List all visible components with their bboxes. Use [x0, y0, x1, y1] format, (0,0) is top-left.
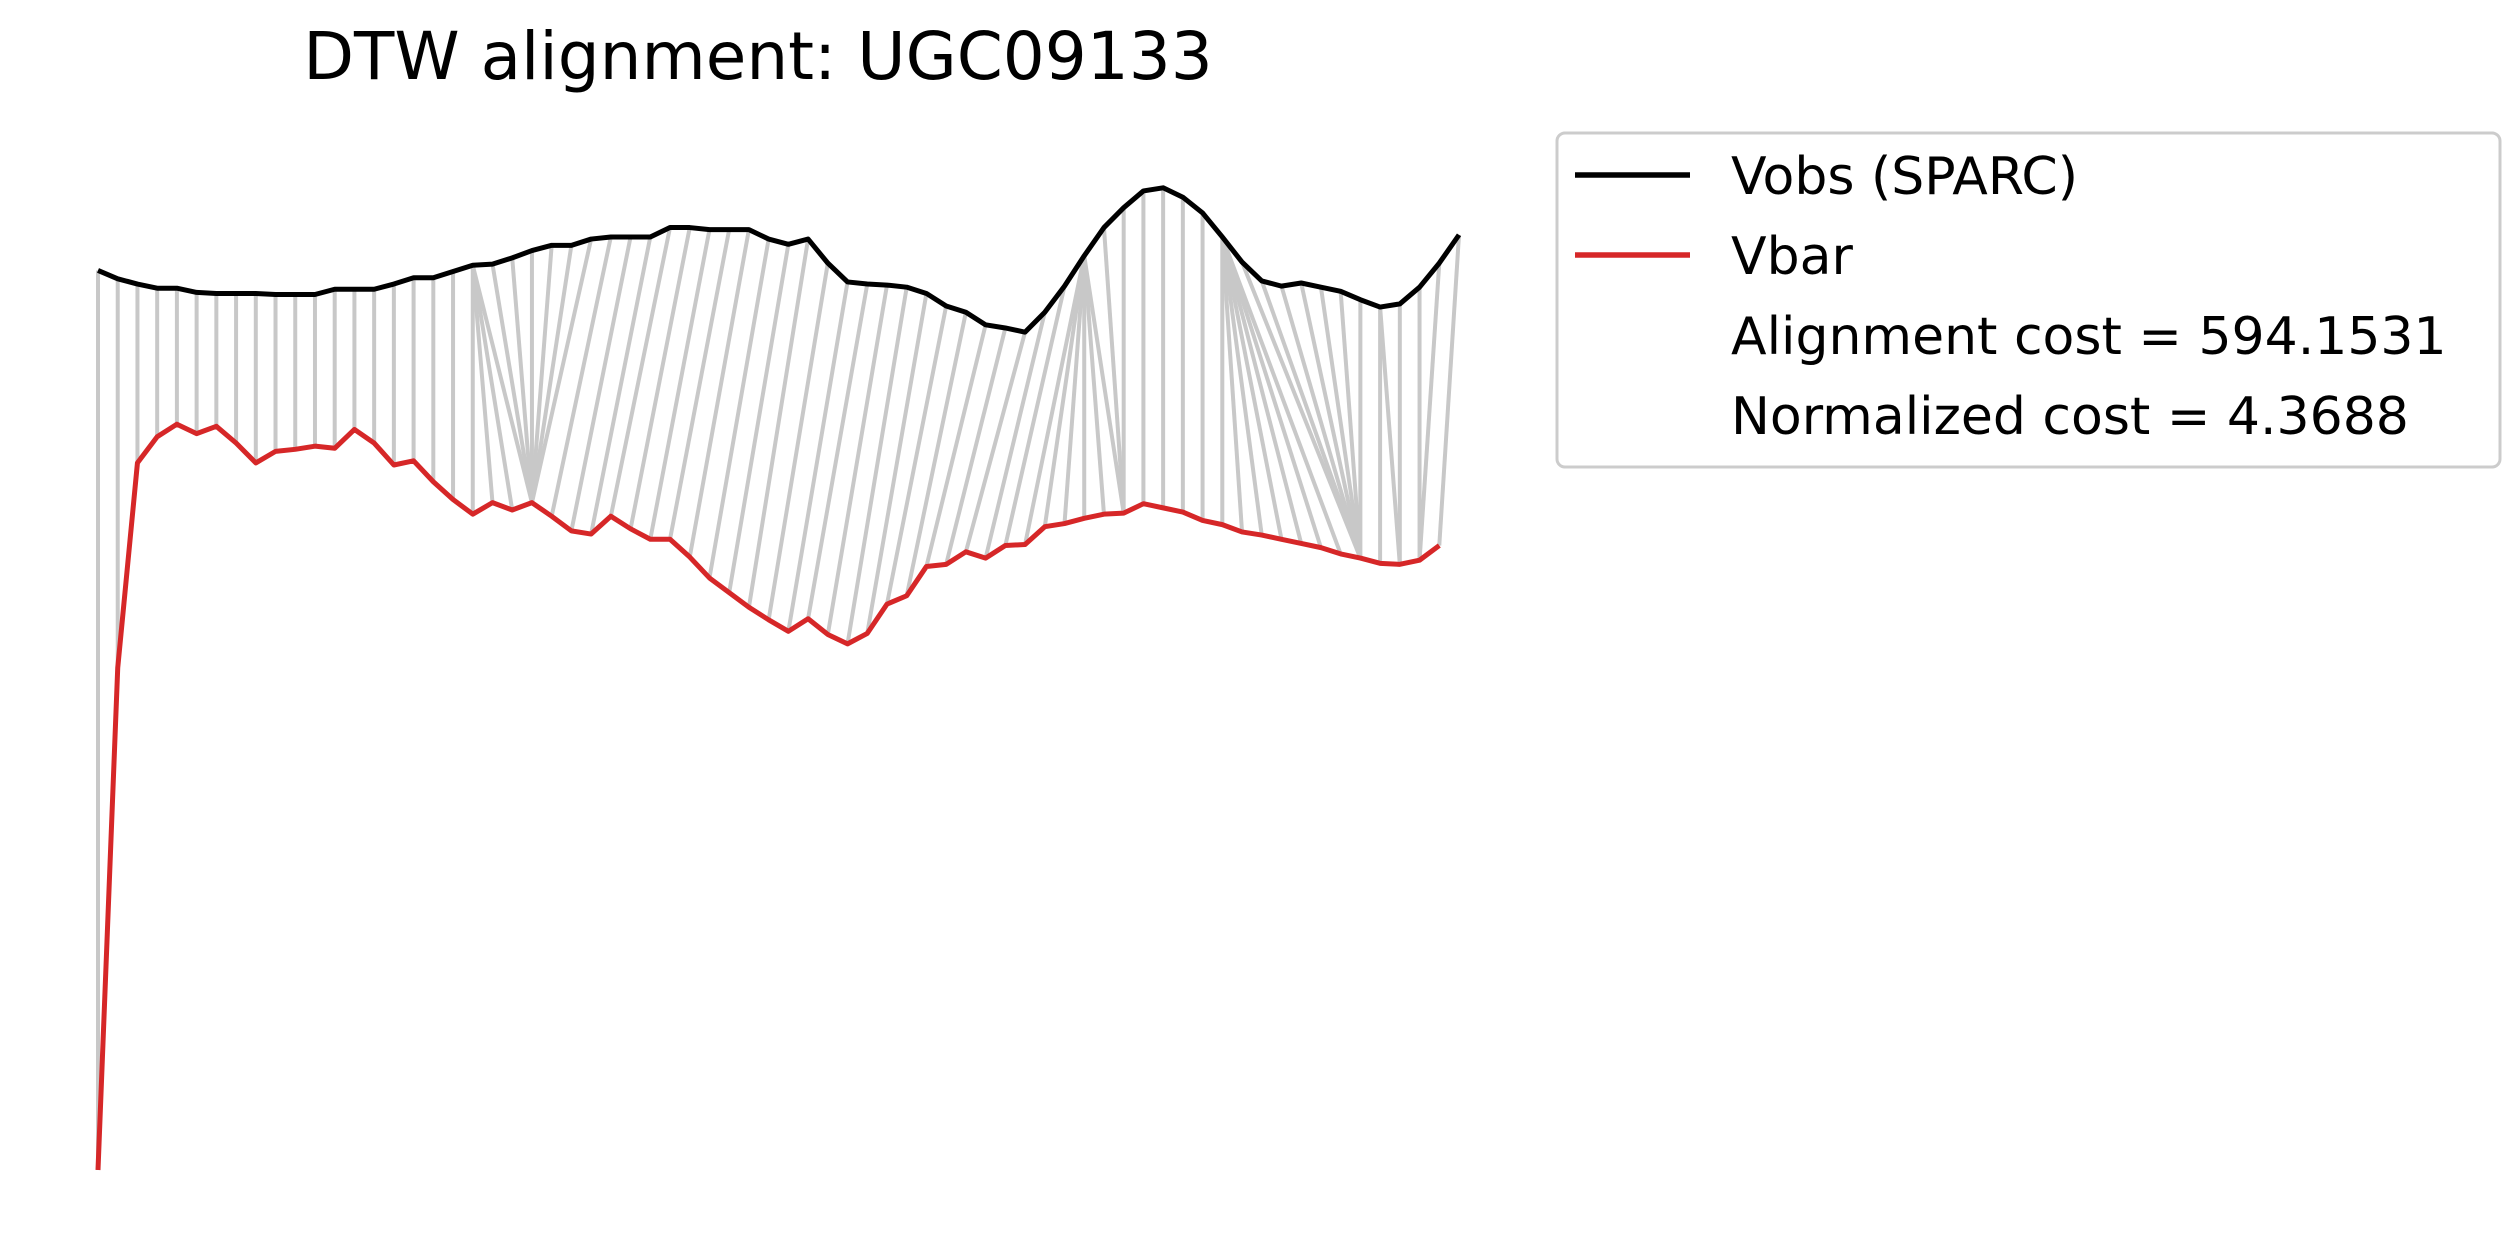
alignment-line-37 [707, 238, 771, 579]
alignment-line-55 [1062, 255, 1087, 524]
alignment-line-50 [963, 331, 1027, 553]
alignment-line-24 [510, 257, 534, 503]
alignment-line-69 [1220, 236, 1304, 544]
alignment-line-47 [904, 311, 968, 597]
alignment-line-70 [1220, 236, 1323, 549]
legend: Vobs (SPARC) Vbar Alignment cost = 594.1… [1555, 131, 2502, 469]
alignment-line-21 [470, 264, 515, 511]
alignment-line-72 [1240, 261, 1363, 559]
alignment-line-74 [1279, 285, 1363, 559]
alignment-line-43 [825, 284, 889, 635]
alignment-line-66 [1220, 236, 1245, 533]
alignment-line-51 [983, 311, 1047, 559]
alignment-line-38 [727, 243, 791, 593]
alignment-line-58 [1082, 255, 1126, 514]
alignment-line-52 [1003, 285, 1067, 546]
alignment-line-80 [1378, 306, 1402, 565]
alignment-line-27 [529, 245, 574, 503]
alignment-line-71 [1220, 236, 1343, 555]
alignment-line-30 [569, 236, 633, 532]
alignment-line-68 [1220, 236, 1284, 540]
alignment-lines [96, 187, 1461, 1170]
alignment-line-49 [944, 327, 1008, 565]
alignment-line-54 [1042, 255, 1087, 527]
legend-frame [1555, 131, 2502, 469]
alignment-line-33 [628, 227, 692, 530]
alignment-line-28 [529, 238, 594, 504]
legend-label-vbar: Vbar [1731, 227, 1853, 287]
alignment-line-44 [845, 286, 909, 645]
alignment-line-40 [766, 262, 830, 621]
vobs-series-line [97, 185, 1462, 335]
alignment-line-22 [470, 264, 534, 504]
vbar-series-line [95, 421, 1441, 1171]
alignment-line-83 [1417, 262, 1442, 561]
alignment-line-59 [1101, 227, 1126, 514]
alignment-line-67 [1220, 236, 1264, 536]
alignment-line-34 [648, 229, 712, 540]
alignment-line-57 [1082, 255, 1106, 515]
alignment-line-32 [608, 227, 672, 517]
alignment-line-45 [865, 293, 929, 634]
alignment-line-20 [470, 265, 495, 503]
legend-alignment-cost: Alignment cost = 594.1531 [1731, 307, 2447, 367]
alignment-line-48 [924, 324, 988, 567]
alignment-line-42 [806, 283, 870, 620]
alignment-line-76 [1318, 286, 1363, 559]
alignment-line-29 [549, 236, 613, 517]
alignment-line-36 [687, 229, 751, 558]
alignment-line-31 [589, 236, 653, 535]
alignment-line-39 [746, 238, 811, 608]
alignment-line-75 [1299, 282, 1363, 559]
alignment-line-73 [1259, 280, 1363, 559]
legend-normalized-cost: Normalized cost = 4.3688 [1731, 387, 2409, 447]
alignment-line-26 [529, 245, 554, 503]
alignment-line-23 [490, 263, 534, 503]
alignment-line-53 [1023, 255, 1087, 545]
series-lines [95, 185, 1462, 1171]
alignment-line-46 [885, 305, 949, 605]
chart-title: DTW alignment: UGC09133 [303, 18, 1213, 95]
alignment-line-77 [1338, 291, 1363, 559]
alignment-line-41 [786, 281, 850, 632]
alignment-line-35 [668, 229, 732, 540]
legend-label-vobs: Vobs (SPARC) [1731, 147, 2078, 207]
alignment-line-84 [1437, 234, 1461, 546]
